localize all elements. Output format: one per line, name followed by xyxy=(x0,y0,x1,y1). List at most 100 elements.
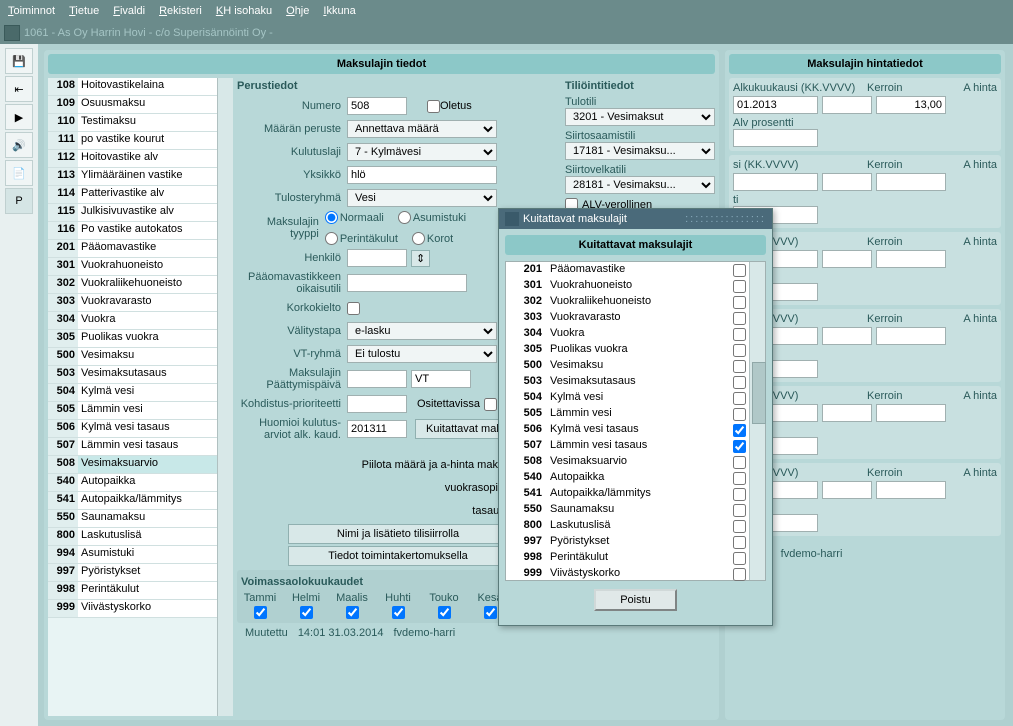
dialog-list-check[interactable] xyxy=(733,344,746,357)
price-ker-input[interactable] xyxy=(822,327,872,345)
dialog-list-code[interactable]: 504 xyxy=(506,390,546,406)
dialog-list-check[interactable] xyxy=(733,280,746,293)
list-code[interactable]: 201 xyxy=(48,240,78,258)
price-kk-input[interactable] xyxy=(733,173,818,191)
list-code[interactable]: 504 xyxy=(48,384,78,402)
price-ker-input[interactable] xyxy=(822,481,872,499)
nimi-button[interactable]: Nimi ja lisätieto tilisiirrolla xyxy=(288,524,508,544)
list-code[interactable]: 304 xyxy=(48,312,78,330)
list-code[interactable]: 301 xyxy=(48,258,78,276)
dialog-list-code[interactable]: 997 xyxy=(506,534,546,550)
month-check[interactable] xyxy=(300,606,313,619)
dialog-list-item[interactable]: Puolikas vuokra xyxy=(546,342,729,358)
huomioi-input[interactable] xyxy=(347,420,407,438)
month-check[interactable] xyxy=(254,606,267,619)
list-item[interactable]: Laskutuslisä xyxy=(78,528,217,546)
dialog-list-check[interactable] xyxy=(733,376,746,389)
list-item[interactable]: Vuokravarasto xyxy=(78,294,217,312)
dialog-list-code[interactable]: 541 xyxy=(506,486,546,502)
list-code[interactable]: 112 xyxy=(48,150,78,168)
dialog-list-code[interactable]: 201 xyxy=(506,262,546,278)
list-item[interactable]: Kylmä vesi tasaus xyxy=(78,420,217,438)
dialog-list-item[interactable]: Viivästyskorko xyxy=(546,566,729,582)
menu-item[interactable]: KH isohaku xyxy=(216,5,272,17)
list-item[interactable]: Vuokra xyxy=(78,312,217,330)
list-item[interactable]: Hoitovastikelaina xyxy=(78,78,217,96)
list-code[interactable]: 303 xyxy=(48,294,78,312)
list-code[interactable]: 998 xyxy=(48,582,78,600)
dialog-list-code[interactable]: 302 xyxy=(506,294,546,310)
menu-item[interactable]: Fivaldi xyxy=(113,5,145,17)
dialog-list-code[interactable]: 506 xyxy=(506,422,546,438)
oletus-check[interactable] xyxy=(427,100,440,113)
dialog-list-check[interactable] xyxy=(733,360,746,373)
list-code[interactable]: 507 xyxy=(48,438,78,456)
dialog-list-item[interactable]: Pyöristykset xyxy=(546,534,729,550)
dialog-list-item[interactable]: Lämmin vesi tasaus xyxy=(546,438,729,454)
list-code[interactable]: 116 xyxy=(48,222,78,240)
tiedot-button[interactable]: Tiedot toimintakertomuksella xyxy=(288,546,508,566)
dialog-list-code[interactable]: 500 xyxy=(506,358,546,374)
list-code[interactable]: 540 xyxy=(48,474,78,492)
price-hinta-input[interactable] xyxy=(876,96,946,114)
price-hinta-input[interactable] xyxy=(876,481,946,499)
price-alv-input[interactable] xyxy=(733,129,818,147)
list-item[interactable]: Lämmin vesi tasaus xyxy=(78,438,217,456)
numero-input[interactable] xyxy=(347,97,407,115)
vt-input[interactable] xyxy=(411,370,471,388)
list-item[interactable]: Puolikas vuokra xyxy=(78,330,217,348)
list-code[interactable]: 550 xyxy=(48,510,78,528)
list-code[interactable]: 999 xyxy=(48,600,78,618)
dialog-titlebar[interactable]: Kuitattavat maksulajit :::::::::::::::: xyxy=(499,209,772,229)
month-check[interactable] xyxy=(438,606,451,619)
tyyppi-radio[interactable]: Normaali xyxy=(325,211,390,224)
maksulajin-input[interactable] xyxy=(347,370,407,388)
list-item[interactable]: Patterivastike alv xyxy=(78,186,217,204)
dialog-list-item[interactable]: Autopaikka xyxy=(546,470,729,486)
dialog-list-check[interactable] xyxy=(733,520,746,533)
henkilo-input[interactable] xyxy=(347,249,407,267)
list-item[interactable]: Autopaikka/lämmitys xyxy=(78,492,217,510)
dialog-list-code[interactable]: 540 xyxy=(506,470,546,486)
dialog-list-check[interactable] xyxy=(733,440,746,453)
dialog-list-item[interactable]: Vesimaksuarvio xyxy=(546,454,729,470)
dialog-list-item[interactable]: Vuokravarasto xyxy=(546,310,729,326)
dialog-list-code[interactable]: 305 xyxy=(506,342,546,358)
list-item[interactable]: Testimaksu xyxy=(78,114,217,132)
menu-item[interactable]: Toiminnot xyxy=(8,5,55,17)
list-item[interactable]: po vastike kourut xyxy=(78,132,217,150)
price-ker-input[interactable] xyxy=(822,250,872,268)
list-code[interactable]: 541 xyxy=(48,492,78,510)
doc-icon[interactable]: 📄 xyxy=(5,160,33,186)
month-check[interactable] xyxy=(484,606,497,619)
exit-icon[interactable]: ⇤ xyxy=(5,76,33,102)
list-code[interactable]: 508 xyxy=(48,456,78,474)
dialog-list-code[interactable]: 503 xyxy=(506,374,546,390)
siirtovelka-select[interactable]: 28181 - Vesimaksu... xyxy=(565,176,715,194)
list-item[interactable]: Kylmä vesi xyxy=(78,384,217,402)
list-code[interactable]: 994 xyxy=(48,546,78,564)
tyyppi-radio[interactable]: Perintäkulut xyxy=(325,232,404,245)
dialog-list-check[interactable] xyxy=(733,296,746,309)
list-code[interactable]: 113 xyxy=(48,168,78,186)
menu-item[interactable]: Rekisteri xyxy=(159,5,202,17)
tyyppi-radio[interactable]: Asumistuki xyxy=(398,211,472,224)
dialog-list-code[interactable]: 998 xyxy=(506,550,546,566)
dialog-list-check[interactable] xyxy=(733,392,746,405)
tulotili-select[interactable]: 3201 - Vesimaksut xyxy=(565,108,715,126)
dialog-list-check[interactable] xyxy=(733,536,746,549)
kohdistus-input[interactable] xyxy=(347,395,407,413)
scrollbar[interactable] xyxy=(217,78,233,716)
list-code[interactable]: 500 xyxy=(48,348,78,366)
list-code[interactable]: 110 xyxy=(48,114,78,132)
dialog-list-check[interactable] xyxy=(733,456,746,469)
list-code[interactable]: 503 xyxy=(48,366,78,384)
menu-item[interactable]: Ikkuna xyxy=(323,5,355,17)
price-hinta-input[interactable] xyxy=(876,173,946,191)
list-item[interactable]: Asumistuki xyxy=(78,546,217,564)
price-ker-input[interactable] xyxy=(822,173,872,191)
dialog-list-check[interactable] xyxy=(733,552,746,565)
menu-item[interactable]: Ohje xyxy=(286,5,309,17)
list-code[interactable]: 305 xyxy=(48,330,78,348)
dialog-list-item[interactable]: Vuokraliikehuoneisto xyxy=(546,294,729,310)
